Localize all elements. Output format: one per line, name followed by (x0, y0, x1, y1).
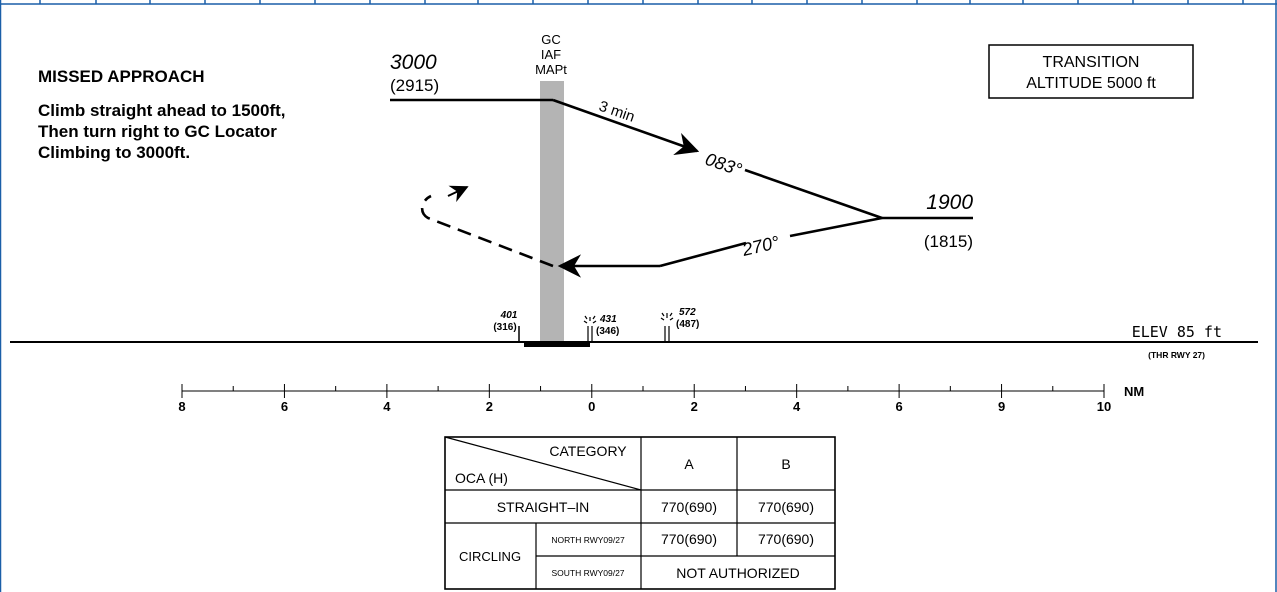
fix-bar (540, 81, 564, 342)
obstacle-2-alt: 431 (599, 314, 617, 325)
transition-altitude-line-2: ALTITUDE 5000 ft (1026, 75, 1156, 92)
missed-approach-line-2: Then turn right to GC Locator (38, 122, 277, 141)
oca-south-value: NOT AUTHORIZED (676, 565, 799, 581)
oca-straight-in-a: 770(690) (661, 499, 717, 515)
scale-label: 0 (588, 399, 595, 414)
missed-approach-title: MISSED APPROACH (38, 67, 205, 86)
missed-approach-path (420, 194, 554, 268)
scale-label: 4 (383, 399, 391, 414)
oca-header-category: CATEGORY (549, 443, 627, 459)
obstacle-3-height: (487) (676, 319, 699, 330)
left-altitude: 3000 (390, 51, 437, 74)
scale-label: 8 (178, 399, 185, 414)
fix-label-mapt: MAPt (535, 62, 567, 77)
oca-north-label: NORTH RWY09/27 (551, 535, 625, 545)
oca-col-b: B (781, 456, 790, 472)
left-altitude-height: (2915) (390, 76, 439, 95)
elevation-label: ELEV 85 ft (1132, 323, 1222, 341)
lighted-obstacle-icon (583, 315, 597, 342)
missed-approach-line-3: Climbing to 3000ft. (38, 143, 190, 162)
scale-label: 2 (486, 399, 493, 414)
obstacle-3-alt: 572 (679, 307, 696, 318)
inbound-leg (557, 216, 883, 278)
right-altitude: 1900 (926, 191, 973, 214)
scale-label: 2 (691, 399, 698, 414)
fix-label-iaf: IAF (541, 47, 561, 62)
oca-south-label: SOUTH RWY09/27 (551, 568, 624, 578)
scale-label: 6 (281, 399, 288, 414)
missed-approach-text: MISSED APPROACH Climb straight ahead to … (38, 67, 286, 162)
obstacle-1-alt: 401 (500, 310, 518, 321)
oca-straight-in-label: STRAIGHT–IN (497, 499, 590, 515)
obstacle-2: 431 (346) (583, 314, 619, 342)
outbound-track-label: 083° (703, 149, 745, 180)
oca-table: CATEGORY OCA (H) A B STRAIGHT–IN 770(690… (444, 436, 836, 590)
transition-altitude-line-1: TRANSITION (1043, 54, 1140, 71)
distance-scale: 8 6 4 2 0 2 4 6 9 10 NM (178, 384, 1144, 414)
obstacle-1: 401 (316) (493, 310, 520, 342)
elevation-reference: (THR RWY 27) (1148, 350, 1205, 360)
top-ruler (0, 0, 1277, 5)
scale-unit: NM (1124, 384, 1144, 399)
fix-label-gc: GC (541, 32, 561, 47)
oca-north-b: 770(690) (758, 531, 814, 547)
fix-label: GC IAF MAPt (535, 32, 567, 77)
right-altitude-height: (1815) (924, 232, 973, 251)
scale-label: 9 (998, 399, 1005, 414)
oca-straight-in-b: 770(690) (758, 499, 814, 515)
runway (524, 341, 590, 347)
oca-header-oca: OCA (H) (455, 470, 508, 486)
oca-north-a: 770(690) (661, 531, 717, 547)
lighted-obstacle-icon (660, 312, 674, 342)
scale-label: 6 (895, 399, 902, 414)
inbound-track-label: 270° (739, 232, 781, 260)
obstacle-3: 572 (487) (660, 307, 699, 342)
missed-approach-line-1: Climb straight ahead to 1500ft, (38, 101, 286, 120)
scale-label: 4 (793, 399, 801, 414)
transition-altitude-box: TRANSITION ALTITUDE 5000 ft (988, 44, 1194, 99)
oca-circling-label: CIRCLING (459, 549, 521, 564)
missed-approach-arrow (447, 185, 469, 203)
scale-label: 10 (1097, 399, 1111, 414)
obstacle-2-height: (346) (596, 326, 619, 337)
oca-col-a: A (684, 456, 694, 472)
outbound-leg (390, 98, 973, 220)
obstacle-1-height: (316) (493, 322, 516, 333)
